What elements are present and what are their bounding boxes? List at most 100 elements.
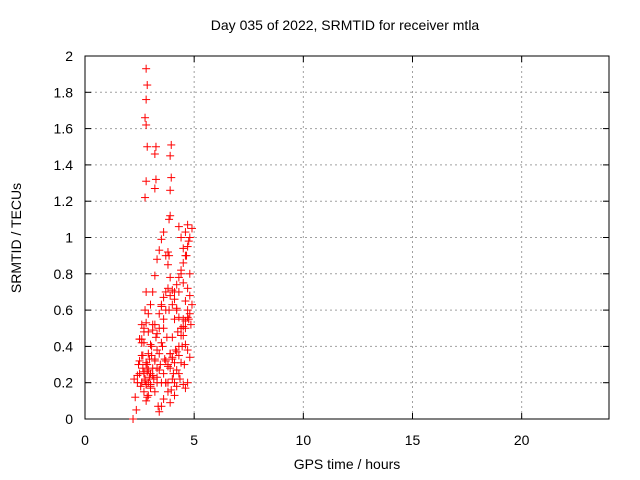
data-point	[179, 258, 188, 267]
data-point	[131, 393, 140, 402]
data-point	[143, 360, 152, 369]
data-point	[168, 333, 177, 342]
data-point	[139, 387, 148, 396]
grid-lines	[85, 56, 609, 419]
data-point	[166, 291, 175, 300]
data-point	[181, 228, 190, 237]
data-point	[134, 360, 143, 369]
x-tick-label: 5	[190, 432, 198, 448]
y-tick-label: 1.8	[54, 84, 74, 100]
data-point	[130, 375, 139, 384]
data-point	[166, 186, 175, 195]
data-point	[181, 297, 190, 306]
data-point	[137, 320, 146, 329]
data-point	[138, 364, 147, 373]
data-point	[185, 291, 194, 300]
data-point	[179, 278, 188, 287]
y-tick-label: 0.8	[54, 266, 74, 282]
data-point	[166, 349, 175, 358]
data-point	[129, 415, 138, 423]
data-point	[181, 384, 190, 393]
data-point	[167, 173, 176, 182]
data-point	[168, 353, 177, 362]
data-point	[179, 331, 188, 340]
data-point	[161, 287, 170, 296]
data-point	[166, 151, 175, 160]
data-point	[166, 398, 175, 407]
data-point	[141, 376, 150, 385]
data-point	[172, 347, 181, 356]
data-point	[177, 233, 186, 242]
data-point	[155, 349, 164, 358]
data-point	[181, 251, 190, 260]
data-point	[150, 184, 159, 193]
data-point	[177, 266, 186, 275]
x-axis-label: GPS time / hours	[293, 456, 401, 472]
data-point	[177, 358, 186, 367]
data-point	[165, 215, 174, 224]
data-point	[144, 391, 153, 400]
data-point	[183, 378, 192, 387]
data-point	[141, 193, 150, 202]
data-point	[145, 373, 154, 382]
data-point	[170, 315, 179, 324]
data-point	[157, 402, 166, 411]
data-point	[185, 309, 194, 318]
data-point	[159, 293, 168, 302]
data-point	[183, 306, 192, 315]
data-point	[172, 280, 181, 289]
data-point	[172, 304, 181, 313]
y-tick-label: 0	[65, 411, 73, 427]
x-tick-label: 20	[514, 432, 530, 448]
data-point	[183, 220, 192, 229]
data-point	[155, 365, 164, 374]
data-point	[185, 353, 194, 362]
data-point	[141, 306, 150, 315]
data-point	[184, 237, 193, 246]
data-point	[161, 356, 170, 365]
data-point	[175, 375, 184, 384]
data-point	[159, 228, 168, 237]
data-point	[167, 140, 176, 149]
y-axis-label: SRMTID / TECUs	[8, 182, 24, 294]
data-point	[147, 351, 156, 360]
y-tick-label: 0.4	[54, 338, 74, 354]
data-point	[157, 338, 166, 347]
data-point	[133, 371, 142, 380]
data-point	[143, 142, 152, 151]
data-point	[174, 273, 183, 282]
data-point	[132, 405, 141, 414]
data-point	[153, 329, 162, 338]
data-point	[183, 242, 192, 251]
data-point	[153, 373, 162, 382]
data-point	[184, 315, 193, 324]
data-point	[168, 375, 177, 384]
data-point	[144, 349, 153, 358]
data-point	[159, 369, 168, 378]
data-point	[159, 324, 168, 333]
data-point	[185, 269, 194, 278]
data-point	[149, 375, 158, 384]
data-point	[148, 371, 157, 380]
data-point	[137, 335, 146, 344]
data-point	[170, 378, 179, 387]
data-point	[147, 342, 156, 351]
data-point	[144, 365, 153, 374]
data-point	[153, 364, 162, 373]
data-point	[142, 64, 151, 73]
data-point	[151, 142, 160, 151]
data-point	[170, 295, 179, 304]
data-point	[159, 395, 168, 404]
data-point	[172, 382, 181, 391]
data-point	[179, 244, 188, 253]
data-points	[129, 64, 196, 423]
data-point	[144, 309, 153, 318]
data-point	[135, 356, 144, 365]
data-point	[157, 235, 166, 244]
data-point	[158, 342, 167, 351]
data-point	[159, 315, 168, 324]
data-point	[167, 385, 176, 394]
y-tick-label: 1	[65, 230, 73, 246]
data-point	[157, 300, 166, 309]
data-point	[139, 327, 148, 336]
